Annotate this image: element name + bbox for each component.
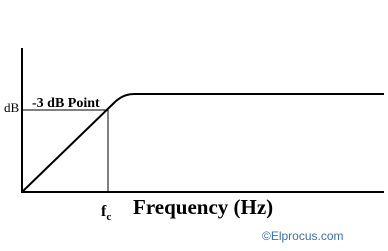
point-label: -3 dB Point — [32, 96, 100, 111]
watermark: ©Elprocus.com — [262, 229, 344, 243]
cutoff-label: fc — [101, 203, 111, 223]
y-axis-label: dB — [4, 100, 20, 115]
cutoff-f: f — [101, 203, 107, 220]
cutoff-subscript: c — [106, 211, 111, 223]
x-axis-label: Frequency (Hz) — [133, 195, 273, 219]
response-curve — [21, 93, 384, 193]
